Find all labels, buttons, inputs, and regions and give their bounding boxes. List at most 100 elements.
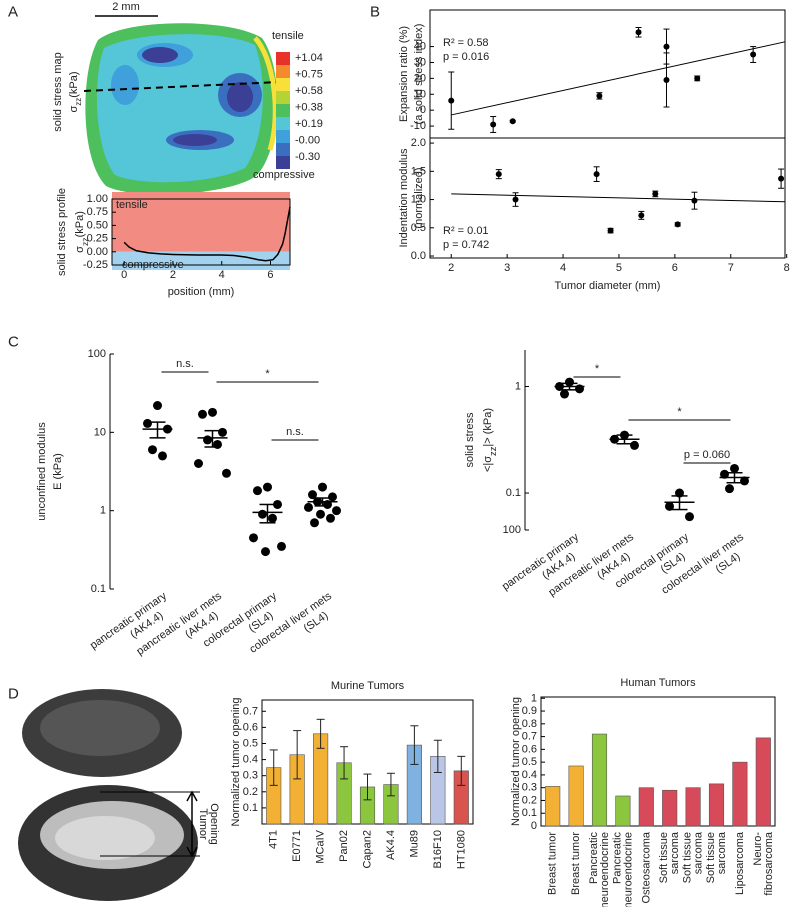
axis-label-part: zz	[488, 446, 498, 456]
x-tick-label: neuroendocrine	[599, 832, 611, 907]
y-tick-label: 0.1	[91, 583, 106, 595]
y-tick-label: 1	[515, 380, 521, 392]
axis-label: E (kPa)	[52, 453, 64, 490]
error-bar	[363, 773, 372, 801]
region-label: tensile	[116, 199, 148, 211]
data-point	[253, 486, 262, 496]
y-tick-label: 0.8	[522, 718, 537, 730]
data-point	[258, 509, 267, 519]
y-tick-label: 0.00	[87, 246, 108, 258]
x-tick-label: Mu89	[408, 830, 420, 858]
x-tick-label: fibrosarcoma	[763, 831, 775, 895]
y-tick-label: 0.6	[522, 743, 537, 755]
x-tick-label: 8	[784, 262, 790, 274]
x-tick-label: 5	[616, 262, 622, 274]
data-point	[273, 499, 282, 509]
y-tick-label: 40	[414, 41, 426, 53]
colorbar-label: +1.04	[295, 52, 323, 64]
axis-label: solid stress profile	[56, 188, 68, 276]
data-point	[332, 506, 341, 516]
bar	[545, 786, 561, 827]
profile-line	[83, 81, 281, 92]
data-point	[448, 97, 455, 104]
error-bar	[386, 772, 395, 797]
axis-label: solid stress	[464, 412, 476, 468]
data-point	[153, 401, 162, 411]
panel-label: C	[8, 334, 19, 351]
colorbar-label: +0.58	[295, 85, 323, 97]
annotation: n.s.	[176, 358, 194, 370]
bar	[685, 787, 701, 827]
x-category-label: Pancreatic neuroendocrine	[588, 832, 611, 907]
y-tick-label: 0.3	[243, 770, 258, 782]
x-tick-label: MCaIV	[315, 829, 327, 863]
y-tick-label: 1.0	[411, 194, 426, 206]
annotation: p = 0.742	[443, 239, 489, 251]
panel-label: D	[8, 686, 19, 703]
panel-label: B	[370, 4, 380, 21]
y-tick-label: 0.7	[243, 705, 258, 717]
bar	[662, 789, 678, 827]
fit-line	[451, 193, 786, 203]
colorbar-label: +0.75	[295, 69, 323, 81]
y-tick-label: 0.3	[522, 782, 537, 794]
annotation: *	[595, 363, 600, 375]
error-bar	[561, 382, 578, 391]
tumor-photos	[18, 689, 200, 901]
data-point	[663, 43, 670, 50]
data-point	[208, 407, 217, 417]
bar	[568, 765, 584, 827]
data-point	[143, 418, 152, 428]
y-tick-label: 10	[94, 426, 106, 438]
x-category-label: Breast tumor	[547, 832, 559, 895]
colorbar-top-label: tensile	[272, 30, 304, 42]
y-tick-label: -0.25	[83, 259, 108, 271]
error-bar	[671, 495, 688, 511]
y-tick-label: 0	[531, 820, 537, 832]
error-bar	[293, 730, 302, 780]
x-tick-label: 6	[267, 269, 273, 281]
data-point	[663, 76, 670, 83]
data-point	[685, 512, 694, 522]
data-point	[304, 502, 313, 512]
y-tick-label: 0.4	[522, 769, 537, 781]
error-bar	[726, 472, 743, 484]
x-tick-label: Liposarcoma	[734, 831, 746, 895]
data-point	[268, 513, 277, 523]
bar	[638, 787, 654, 827]
y-tick-label: 1.00	[87, 193, 108, 205]
x-tick-label: sarcoma	[716, 831, 728, 874]
x-category-label: 4T1	[268, 830, 280, 849]
y-tick-label: 1	[531, 692, 537, 704]
x-tick-label: sarcoma	[693, 831, 705, 874]
x-tick-label: AK4.4	[385, 830, 397, 860]
data-point	[148, 445, 157, 455]
annotation: R² = 0.58	[443, 37, 489, 49]
data-point	[638, 212, 645, 219]
scale-bar-label: 2 mm	[112, 1, 140, 13]
colorbar-label: -0.30	[295, 151, 320, 163]
data-point	[158, 451, 167, 461]
y-tick-label: -10	[410, 120, 426, 132]
annotation: *	[677, 406, 682, 418]
y-tick-label: 30	[414, 56, 426, 68]
annotation: p = 0.060	[684, 449, 730, 461]
x-tick-label: Soft tissue	[682, 832, 694, 883]
y-tick-label: 0.25	[87, 233, 108, 245]
x-category-label: Soft tissue sarcoma	[705, 831, 728, 883]
x-category-label: Liposarcoma	[734, 831, 746, 895]
data-point	[694, 75, 701, 82]
data-point	[222, 468, 231, 478]
data-point	[725, 484, 734, 494]
x-category-label: Soft tissue sarcoma	[658, 831, 681, 883]
data-point	[593, 171, 600, 178]
axis-label-part: σ	[74, 246, 86, 253]
x-tick-label: Neuro-	[752, 832, 764, 866]
data-point	[596, 92, 603, 99]
bar	[708, 783, 725, 827]
y-tick-label: 0.7	[522, 731, 537, 743]
error-bar	[314, 497, 331, 507]
stress-map	[85, 23, 278, 195]
error-bar	[149, 421, 166, 439]
error-bar	[204, 429, 221, 448]
